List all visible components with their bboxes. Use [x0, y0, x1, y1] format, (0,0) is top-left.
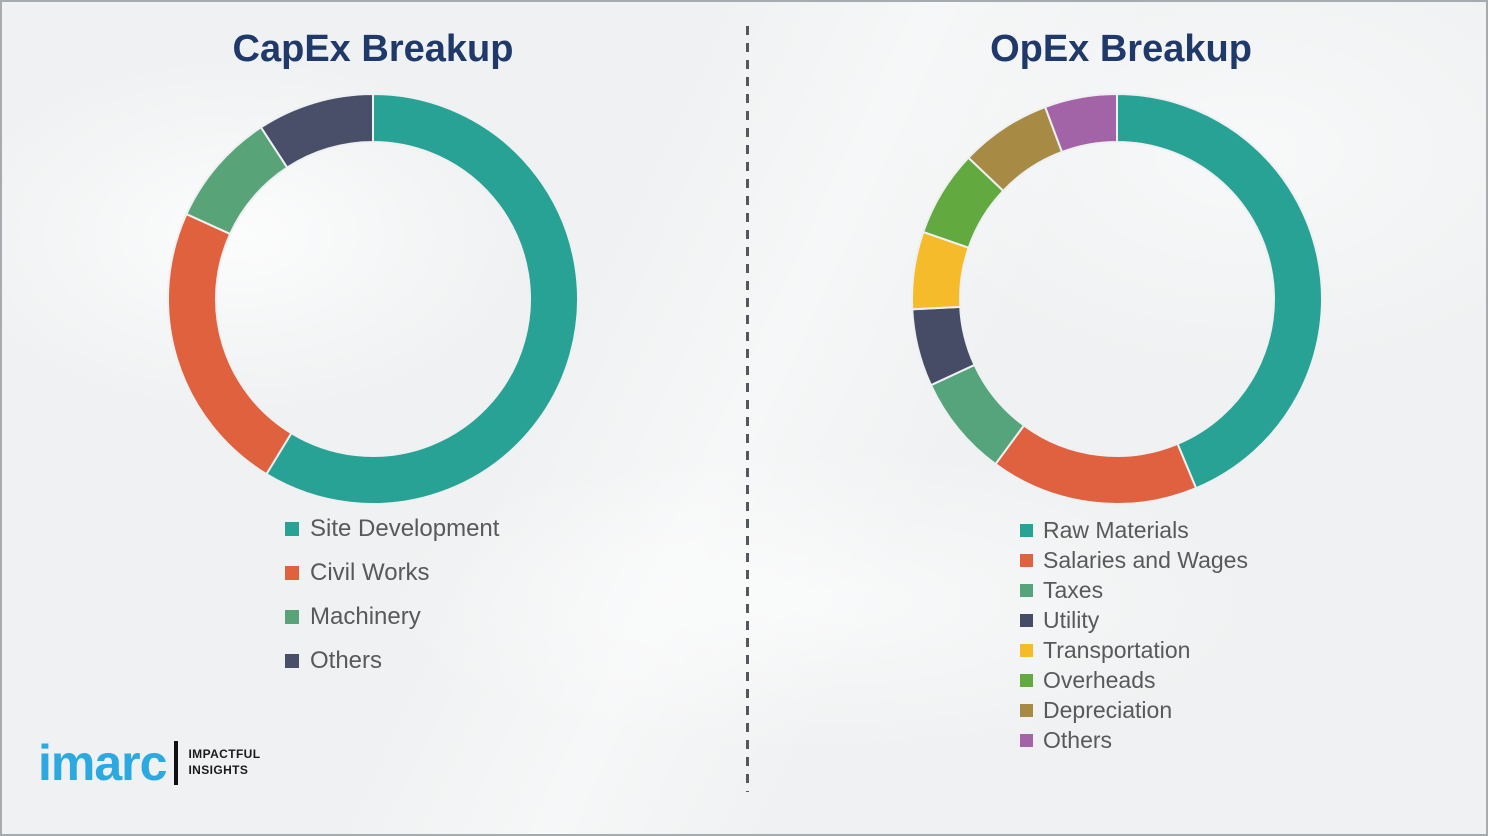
legend-label: Raw Materials — [1043, 517, 1189, 543]
legend-item: Machinery — [285, 603, 499, 630]
donut-segment-raw-materials — [1116, 92, 1323, 490]
legend-item: Depreciation — [1020, 697, 1248, 723]
legend-label: Others — [310, 647, 383, 674]
donut-segment-others — [259, 92, 374, 169]
legend-item: Overheads — [1020, 667, 1248, 693]
legend-item: Site Development — [285, 515, 500, 542]
legend-label: Site Development — [310, 515, 500, 542]
legend-swatch-icon — [285, 522, 299, 536]
legend-swatch-icon — [1020, 704, 1033, 717]
legend-swatch-icon — [1020, 584, 1033, 597]
legend-swatch-icon — [1020, 734, 1033, 747]
legend-item: Taxes — [1020, 577, 1248, 603]
legend-item: Raw Materials — [1020, 517, 1248, 543]
capex-title: CapEx Breakup — [232, 28, 514, 70]
imarc-logo-text: imarc — [38, 735, 167, 791]
capex-donut-chart — [167, 92, 579, 505]
legend-label: Depreciation — [1043, 697, 1173, 723]
donut-segment-site-development — [265, 92, 579, 505]
legend-swatch-icon — [1020, 524, 1033, 537]
legend-item: Civil Works — [285, 559, 499, 586]
legend-swatch-icon — [285, 566, 299, 580]
legend-label: Overheads — [1043, 667, 1156, 693]
legend-label: Utility — [1043, 607, 1100, 633]
legend-item: Salaries and Wages — [1020, 547, 1248, 573]
donut-segment-others — [1043, 92, 1118, 154]
legend-swatch-icon — [1020, 554, 1033, 567]
legend-item: Utility — [1020, 607, 1248, 633]
legend-label: Transportation — [1043, 637, 1191, 663]
donut-segment-civil-works — [167, 212, 293, 476]
legend-label: Machinery — [310, 603, 421, 630]
legend-swatch-icon — [1020, 614, 1033, 627]
legend-label: Taxes — [1043, 577, 1104, 603]
logo-tagline-line1: IMPACTFUL — [188, 747, 261, 762]
legend-label: Civil Works — [310, 559, 430, 586]
legend-item: Transportation — [1020, 637, 1248, 663]
opex-title: OpEx Breakup — [990, 28, 1252, 70]
legend-swatch-icon — [285, 654, 299, 668]
opex-legend: Raw Materials Salaries and Wages Taxes Util… — [1020, 517, 1248, 759]
legend-label: Salaries and Wages — [1043, 547, 1248, 573]
vertical-dashed-divider — [746, 26, 749, 792]
capex-legend: Site Development Civil Works Machinery Othe… — [285, 515, 500, 692]
logo-tagline: IMPACTFUL INSIGHTS — [188, 747, 260, 778]
legend-swatch-icon — [1020, 674, 1033, 687]
logo-tagline-line2: INSIGHTS — [188, 763, 249, 777]
legend-swatch-icon — [285, 610, 299, 624]
donut-segment-salaries-and-wages — [994, 424, 1198, 505]
legend-label: Others — [1043, 727, 1113, 753]
legend-swatch-icon — [1020, 644, 1033, 657]
imarc-logo: imarc IMPACTFUL INSIGHTS — [38, 738, 260, 788]
logo-divider-bar — [174, 741, 179, 785]
legend-item: Others — [285, 647, 499, 674]
opex-donut-chart — [911, 92, 1323, 505]
legend-item: Others — [1020, 727, 1248, 753]
